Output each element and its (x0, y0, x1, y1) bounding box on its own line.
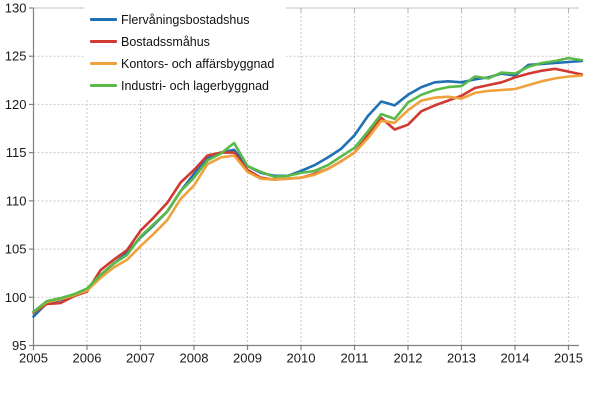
x-tick-label: 2010 (287, 351, 316, 366)
x-tick-label: 2006 (73, 351, 102, 366)
y-tick-label: 110 (6, 193, 27, 208)
legend-item-kontors-och-affarsbyggnad: Kontors- och affärsbyggnad (90, 55, 274, 72)
legend-label: Bostadssmåhus (121, 34, 210, 49)
x-tick-label: 2009 (233, 351, 262, 366)
x-tick-label: 2015 (554, 351, 583, 366)
legend-line-sample-green (90, 84, 117, 87)
legend-item-flervaningsbostadshus: Flervåningsbostadshus (90, 11, 274, 28)
y-tick-label: 115 (6, 145, 27, 160)
x-tick-label: 2012 (394, 351, 423, 366)
series-line-bostadssmahus (32, 67, 584, 315)
legend-line-sample-blue (90, 18, 117, 21)
legend-label: Flervåningsbostadshus (121, 12, 250, 27)
x-tick-label: 2005 (19, 351, 48, 366)
y-tick-label: 130 (5, 1, 27, 16)
y-tick-label: 105 (5, 242, 27, 257)
series-line-industri-och-lagerbyggnad (32, 56, 584, 314)
x-tick-label: 2007 (126, 351, 155, 366)
legend: Flervåningsbostadshus Bostadssmåhus Kont… (84, 6, 287, 100)
x-tick-label: 2013 (447, 351, 476, 366)
legend-item-bostadssmahus: Bostadssmåhus (90, 33, 274, 50)
y-tick-label: 100 (5, 290, 27, 305)
x-tick-label: 2008 (180, 351, 209, 366)
legend-line-sample-orange (90, 62, 117, 65)
y-tick-label: 125 (5, 49, 27, 64)
series-line-kontors-och-affarsbyggnad (32, 74, 584, 314)
legend-label: Kontors- och affärsbyggnad (121, 56, 275, 71)
legend-label: Industri- och lagerbyggnad (121, 78, 270, 93)
y-tick-label: 95 (12, 338, 26, 353)
x-tick-label: 2014 (501, 351, 530, 366)
y-tick-label: 120 (5, 97, 27, 112)
x-tick-label: 2011 (341, 351, 369, 366)
legend-item-industri-och-lagerbyggnad: Industri- och lagerbyggnad (90, 77, 274, 94)
legend-line-sample-red (90, 40, 117, 43)
